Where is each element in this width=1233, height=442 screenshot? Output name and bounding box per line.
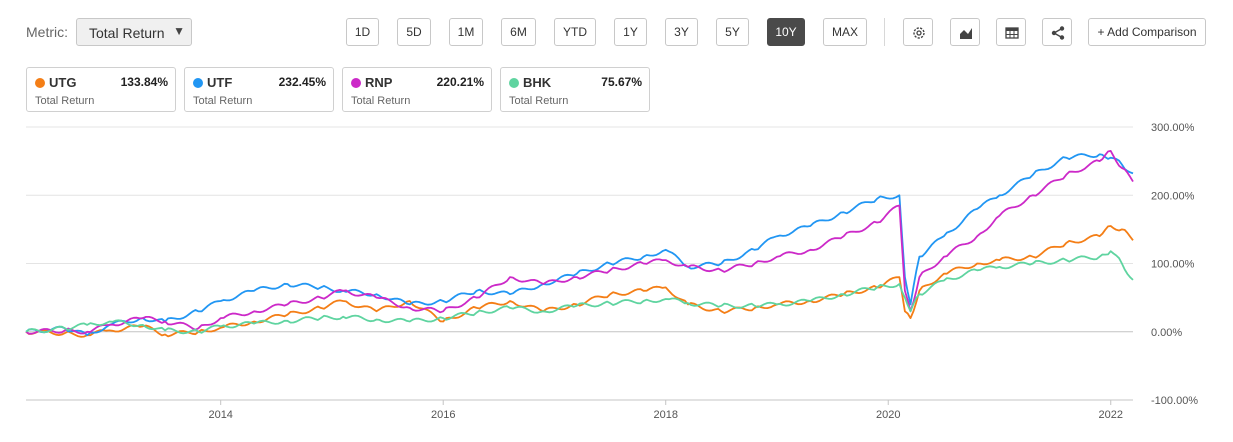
range-button-5y[interactable]: 5Y [716, 18, 749, 46]
gear-icon [913, 27, 925, 39]
table-view-button[interactable] [996, 18, 1026, 46]
range-button-1m[interactable]: 1M [449, 18, 483, 46]
card-symbol: UTG [49, 75, 77, 90]
range-button-ytd[interactable]: YTD [554, 18, 596, 46]
chart-type-icon [960, 28, 972, 39]
range-button-3y[interactable]: 3Y [665, 18, 698, 46]
series-color-dot [193, 78, 203, 88]
metric-select[interactable]: Total Return ▼ [76, 18, 192, 46]
x-tick-label: 2014 [208, 409, 232, 421]
toolbar-divider [884, 18, 885, 46]
series-color-dot [509, 78, 519, 88]
series-line-bhk [25, 250, 1134, 335]
chart-type-button[interactable] [950, 18, 980, 46]
card-symbol: UTF [207, 75, 233, 90]
share-button[interactable] [1042, 18, 1072, 46]
share-icon [1051, 26, 1065, 40]
card-label: Total Return [509, 95, 569, 107]
range-button-1y[interactable]: 1Y [614, 18, 647, 46]
card-value: 133.84% [120, 75, 168, 89]
legend-card-utf[interactable]: UTF 232.45% Total Return [184, 67, 334, 112]
legend-card-utg[interactable]: UTG 133.84% Total Return [26, 67, 176, 112]
range-button-1d[interactable]: 1D [346, 18, 379, 46]
y-tick-label: 0.00% [1151, 327, 1182, 339]
range-button-6m[interactable]: 6M [501, 18, 536, 46]
range-button-max[interactable]: MAX [823, 18, 867, 46]
x-tick-label: 2018 [653, 409, 677, 421]
series-color-dot [35, 78, 45, 88]
y-tick-label: 300.00% [1151, 122, 1195, 134]
card-value: 75.67% [601, 75, 642, 89]
card-label: Total Return [35, 95, 95, 107]
x-tick-label: 2022 [1099, 409, 1123, 421]
series-line-rnp [25, 150, 1134, 335]
legend-card-bhk[interactable]: BHK 75.67% Total Return [500, 67, 650, 112]
card-label: Total Return [193, 95, 253, 107]
y-tick-label: 200.00% [1151, 190, 1195, 202]
card-symbol: BHK [523, 75, 552, 90]
x-tick-label: 2020 [876, 409, 900, 421]
card-symbol: RNP [365, 75, 393, 90]
metric-select-value: Total Return [89, 25, 165, 41]
x-tick-label: 2016 [431, 409, 455, 421]
range-button-10y[interactable]: 10Y [767, 18, 805, 46]
series-line-utf [25, 153, 1134, 337]
table-icon [1005, 27, 1019, 39]
series-line-utg [25, 225, 1134, 338]
card-label: Total Return [351, 95, 411, 107]
settings-button[interactable] [903, 18, 933, 46]
card-value: 232.45% [278, 75, 326, 89]
range-button-5d[interactable]: 5D [397, 18, 431, 46]
card-value: 220.21% [436, 75, 484, 89]
y-tick-label: -100.00% [1151, 395, 1198, 407]
add-comparison-button[interactable]: + Add Comparison [1088, 18, 1206, 46]
metric-label: Metric: [26, 24, 68, 40]
chevron-down-icon: ▼ [173, 24, 185, 38]
legend-card-rnp[interactable]: RNP 220.21% Total Return [342, 67, 492, 112]
series-color-dot [351, 78, 361, 88]
y-tick-label: 100.00% [1151, 259, 1195, 271]
